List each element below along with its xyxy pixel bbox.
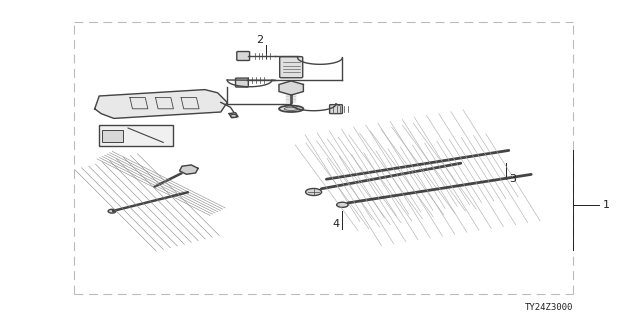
- Ellipse shape: [108, 209, 116, 213]
- Text: TY24Z3000: TY24Z3000: [524, 303, 573, 312]
- Ellipse shape: [306, 188, 322, 196]
- Text: 3: 3: [509, 174, 516, 184]
- FancyBboxPatch shape: [330, 105, 342, 114]
- FancyBboxPatch shape: [99, 125, 173, 146]
- Text: 1: 1: [603, 200, 610, 210]
- Text: 2: 2: [255, 35, 263, 45]
- FancyBboxPatch shape: [280, 57, 303, 78]
- Polygon shape: [180, 165, 198, 174]
- Ellipse shape: [230, 114, 237, 117]
- Ellipse shape: [337, 202, 348, 207]
- Ellipse shape: [279, 106, 303, 112]
- Text: 4: 4: [332, 219, 340, 229]
- FancyBboxPatch shape: [102, 130, 123, 142]
- Polygon shape: [95, 90, 227, 118]
- FancyBboxPatch shape: [236, 78, 248, 87]
- FancyBboxPatch shape: [237, 52, 250, 60]
- Ellipse shape: [284, 107, 298, 110]
- Polygon shape: [279, 81, 303, 95]
